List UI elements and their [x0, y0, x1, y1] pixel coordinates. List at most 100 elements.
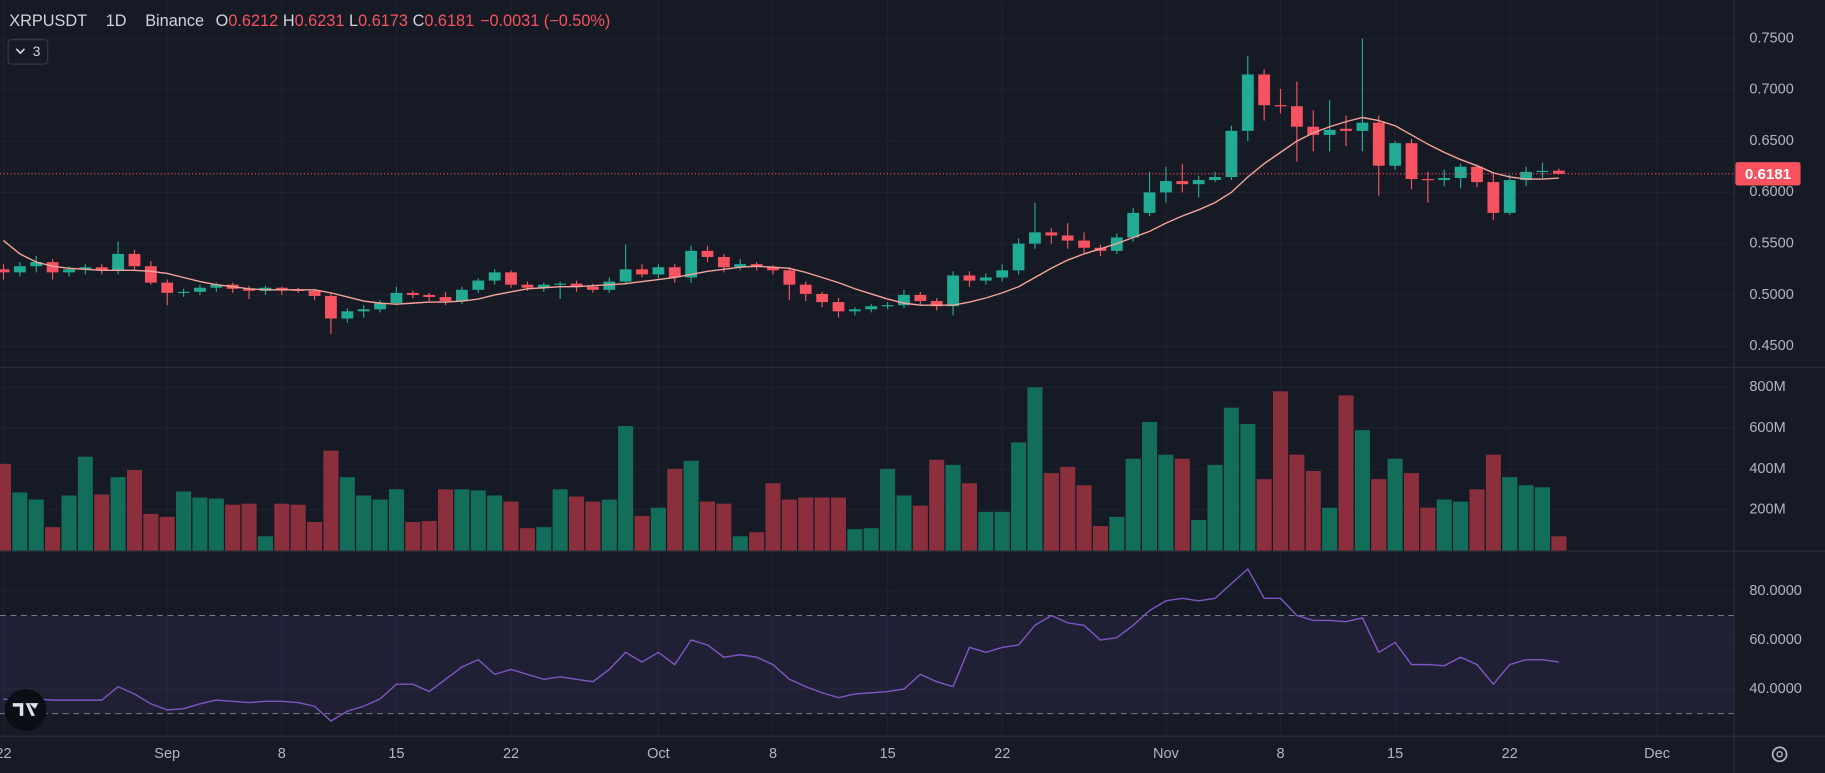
- candle-body: [46, 262, 59, 273]
- candle-body: [783, 270, 796, 285]
- volume-bar: [405, 522, 421, 551]
- marks: [0, 38, 1735, 722]
- candle-body: [537, 284, 550, 288]
- candle-body: [570, 283, 583, 287]
- volume-bar: [28, 499, 44, 551]
- x-tick-label: 15: [1387, 746, 1403, 762]
- volume-bar: [1469, 489, 1485, 551]
- volume-bar: [1436, 499, 1452, 551]
- candle-body: [1291, 106, 1303, 127]
- ohlc-label: O: [216, 12, 229, 30]
- volume-bar: [699, 501, 716, 551]
- volume-bar: [388, 489, 404, 551]
- candle-body: [586, 286, 599, 290]
- indicators-toggle[interactable]: 3: [7, 39, 49, 65]
- volume-bar: [765, 483, 781, 551]
- candle-body: [603, 281, 616, 290]
- volume-bar: [1174, 458, 1190, 551]
- x-tick-label: 15: [880, 746, 896, 762]
- candle-body: [1454, 166, 1467, 179]
- volume-bar: [945, 464, 961, 551]
- rsi-band-fill: [0, 615, 1735, 714]
- volume-bar: [880, 468, 896, 551]
- candle-body: [275, 287, 288, 290]
- volume-bar: [94, 494, 110, 551]
- volume-bar: [1191, 519, 1207, 551]
- rsi-line: [3, 567, 1559, 722]
- x-tick-label: Oct: [647, 746, 670, 762]
- candle-body: [1503, 180, 1516, 213]
- candle-body: [439, 296, 452, 302]
- volume-bar: [961, 483, 977, 551]
- open-value: 0.6212: [228, 12, 278, 30]
- volume-bar: [307, 522, 323, 551]
- volume-bar: [257, 536, 273, 551]
- logo-circle[interactable]: [4, 689, 47, 732]
- x-tick-label: 22: [0, 746, 12, 762]
- gear-icon[interactable]: [1771, 746, 1788, 763]
- volume-bar: [1518, 485, 1534, 551]
- y-tick-label: 800M: [1749, 379, 1785, 395]
- x-tick-label: Sep: [154, 746, 180, 762]
- volume-bar: [732, 536, 748, 551]
- candle-body: [898, 294, 910, 306]
- interval: 1D: [106, 12, 127, 30]
- candle-body: [1421, 179, 1434, 181]
- candle-body: [1061, 235, 1074, 241]
- candle-body: [963, 275, 976, 281]
- candle-body: [456, 289, 468, 302]
- chevron-icon[interactable]: [15, 48, 26, 55]
- gear-hub[interactable]: [1776, 751, 1783, 758]
- volume-bar: [1240, 424, 1256, 551]
- volume-bar: [781, 499, 797, 551]
- candle-body: [1552, 170, 1565, 174]
- volume-bar: [503, 501, 519, 551]
- volume-bar: [1223, 407, 1239, 551]
- x-tick-label: 8: [769, 746, 777, 762]
- volume-bar: [45, 527, 61, 551]
- volume-bar: [1289, 454, 1305, 551]
- candle-body: [357, 309, 370, 312]
- volume-bar: [1158, 454, 1174, 551]
- candle-body: [95, 267, 108, 271]
- candle-body: [1160, 181, 1172, 193]
- volume-bar: [356, 495, 372, 551]
- symbol: XRPUSDT: [9, 12, 87, 30]
- candle-body: [1078, 240, 1090, 248]
- y-tick-label: 60.0000: [1749, 632, 1802, 648]
- volume-bar: [896, 495, 912, 551]
- volume-bar: [1305, 470, 1321, 551]
- volume-bar: [241, 503, 257, 551]
- x-tick-label: 8: [1276, 746, 1284, 762]
- volume-bar: [929, 459, 945, 551]
- volume-bar: [12, 492, 28, 551]
- volume-bar: [863, 528, 879, 551]
- logo-mark[interactable]: [12, 703, 39, 716]
- legend-header: XRPUSDT 1D Binance O0.6212 H0.6231 L0.6173 C0.…: [9, 12, 610, 30]
- y-tick-label: 0.6500: [1749, 133, 1793, 149]
- candle-body: [63, 269, 75, 273]
- volume-bar: [568, 496, 585, 551]
- volume-bar: [159, 516, 175, 551]
- volume-bar: [1256, 479, 1272, 551]
- candle-body: [947, 275, 959, 307]
- candle-body: [767, 267, 779, 271]
- volume-bar: [1354, 430, 1370, 551]
- toggle-box[interactable]: [7, 39, 49, 65]
- y-tick-label: 0.7500: [1749, 30, 1793, 46]
- candle-body: [161, 282, 174, 293]
- volume-bar: [0, 463, 12, 551]
- settings-button[interactable]: [1771, 746, 1788, 763]
- volume-bar: [487, 495, 503, 551]
- y-tick-label: 200M: [1749, 502, 1785, 518]
- candle-body: [1307, 126, 1320, 135]
- exchange: Binance: [145, 12, 204, 30]
- logo[interactable]: [4, 689, 47, 732]
- candle-body: [832, 302, 845, 312]
- last-price-badge: [1735, 162, 1801, 186]
- x-tick-label: Dec: [1644, 746, 1670, 762]
- volume-bar: [143, 513, 159, 551]
- indicator-count[interactable]: 3: [33, 43, 41, 59]
- candle-body: [685, 250, 698, 278]
